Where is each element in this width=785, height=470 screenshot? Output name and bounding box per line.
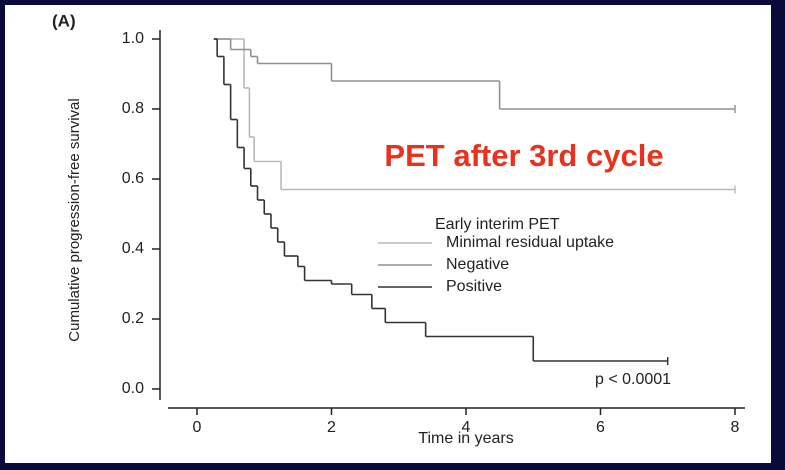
annotation: PET after 3rd cycle [384, 138, 663, 173]
x-tick-label: 4 [462, 419, 471, 436]
legend-label: Minimal residual uptake [446, 234, 614, 251]
legend-title: Early interim PET [435, 216, 560, 233]
y-tick-label: 1.0 [122, 30, 144, 47]
y-tick-label: 0.6 [122, 170, 144, 187]
y-tick-label: 0.4 [122, 240, 144, 257]
x-tick-label: 6 [596, 419, 605, 436]
x-axis-label: Time in years [418, 430, 513, 447]
y-tick-label: 0.8 [122, 100, 144, 117]
y-tick-label: 0.0 [122, 380, 144, 397]
legend-label: Negative [446, 256, 509, 273]
p-value: p < 0.0001 [595, 371, 671, 388]
panel-background [5, 5, 771, 463]
legend-label: Positive [446, 278, 502, 295]
x-tick-label: 0 [193, 419, 202, 436]
x-tick-label: 2 [327, 419, 336, 436]
y-tick-label: 0.2 [122, 310, 144, 327]
y-axis-label: Cumulative progression-free survival [66, 98, 83, 341]
x-tick-label: 8 [731, 419, 740, 436]
panel-label: (A) [52, 11, 76, 30]
